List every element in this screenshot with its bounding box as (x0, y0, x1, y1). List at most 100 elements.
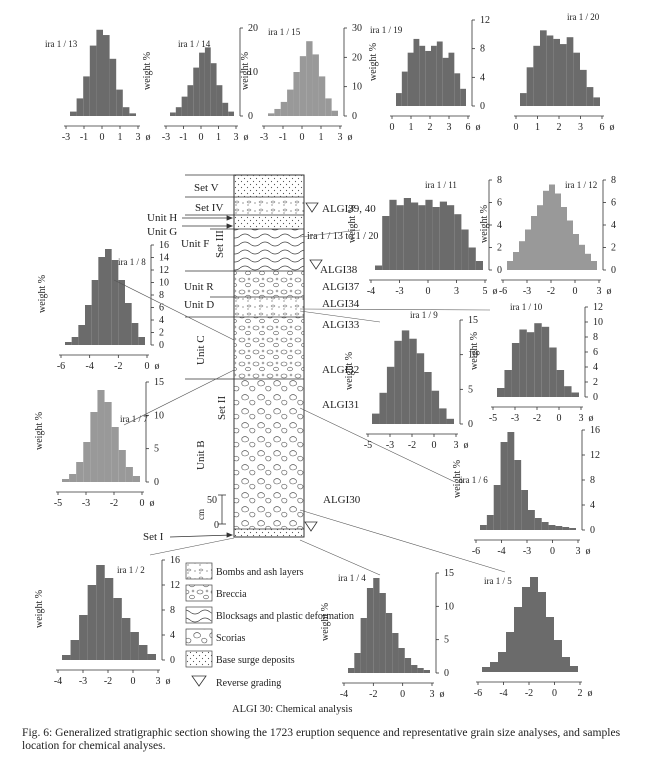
x-tick-label: 0 (131, 676, 136, 687)
x-tick-label: -3 (162, 132, 170, 143)
y-tick-label: 20 (352, 52, 362, 63)
y-tick-label: 15 (444, 568, 454, 579)
histogram-bar (70, 640, 80, 660)
legend-swatch-bombs (185, 562, 213, 580)
x-tick-label: -3 (82, 498, 90, 509)
x-tick-label: -6 (57, 361, 65, 372)
histogram-bar (504, 370, 512, 397)
x-tick-label: -2 (408, 440, 416, 451)
x-tick-label: ø (150, 498, 155, 509)
histogram-bar (401, 71, 408, 106)
x-tick-label: -2 (547, 286, 555, 297)
y-tick-label: 0 (480, 101, 485, 112)
legend-label-reverse-grading: Reverse grading (216, 678, 281, 689)
y-tick-label: 4 (159, 315, 164, 326)
x-tick-label: ø (588, 688, 593, 699)
y-tick-label: 8 (593, 332, 598, 343)
legend-swatch-blocksags (185, 606, 213, 624)
x-tick-label: -4 (499, 688, 507, 699)
histogram-bar (392, 633, 399, 673)
sample-algi39: ALGI39, 40 (322, 203, 376, 215)
x-tick-label: 2 (578, 688, 583, 699)
histogram-bar (540, 30, 547, 106)
histogram-bar (97, 390, 105, 482)
x-tick-label: -3 (523, 286, 531, 297)
histogram-h13: -3 -1 0 1 3 ø ira 1 / 13 (45, 29, 151, 143)
histogram-bar (104, 402, 112, 482)
histogram-bar (325, 98, 332, 116)
histogram-bar (525, 229, 531, 270)
histogram-bar (274, 108, 281, 116)
histogram-bar (389, 199, 397, 270)
y-tick-label: 15 (154, 377, 164, 388)
histogram-bar (228, 111, 234, 116)
sample-id-label: ira 1 / 15 (268, 27, 301, 37)
sample-algi32: ALGI32 (322, 364, 359, 376)
histogram-bar (447, 205, 455, 270)
x-tick-label: -3 (395, 286, 403, 297)
legend-swatch-breccia (185, 584, 213, 602)
histogram-bar (83, 76, 90, 116)
histogram-bar (497, 388, 505, 397)
histogram-bar (98, 257, 105, 345)
histogram-bar (331, 110, 338, 116)
y-tick-label: 4 (593, 362, 598, 373)
y-tick-label: 5 (468, 384, 473, 395)
x-tick-label: 0 (432, 440, 437, 451)
legend-label-breccia: Breccia (216, 589, 247, 600)
histogram-bar (204, 47, 211, 116)
histogram-bar (132, 476, 140, 482)
label-set-iii: Set III (214, 230, 226, 258)
x-tick-label: ø (348, 132, 353, 143)
histogram-bar (521, 490, 528, 530)
layer-unit-f (234, 229, 304, 271)
histogram-bar (96, 29, 103, 116)
x-tick-label: 0 (552, 688, 557, 699)
layer-unit-h-g (234, 215, 304, 229)
histogram-bar (348, 668, 355, 673)
x-tick-label: 3 (234, 132, 239, 143)
histogram-bar (121, 618, 131, 660)
histogram-bar (537, 205, 543, 270)
y-tick-label: 0 (159, 340, 164, 351)
label-unit-f: Unit F (181, 238, 209, 250)
histogram-bar (193, 67, 200, 116)
y-tick-label: 2 (593, 377, 598, 388)
y-axis-label: weight % (34, 590, 45, 628)
y-tick-label: 12 (480, 15, 490, 26)
y-tick-label: 4 (590, 500, 595, 511)
y-axis-label: weight % (452, 460, 463, 498)
histogram-bar (541, 522, 549, 530)
x-tick-label: ø (155, 361, 160, 372)
histogram-bar (416, 353, 425, 424)
y-axis-label: weight % (142, 52, 153, 90)
histogram-bar (439, 408, 447, 424)
y-axis-label: weight % (34, 412, 45, 450)
histogram-bar (571, 392, 579, 397)
histogram-bar (386, 366, 395, 424)
sample-id-label: ira 1 / 12 (565, 180, 597, 190)
histogram-bar (460, 88, 466, 106)
sample-id-label: ira 1 / 13 (45, 39, 78, 49)
histogram-h5: -6 -4 -2 0 2 ø ira 1 / 5 (474, 576, 593, 699)
histogram-bar (113, 598, 122, 660)
histogram-bar (287, 89, 294, 116)
histogram-bar (373, 578, 380, 673)
x-tick-label: ø (586, 546, 591, 557)
histogram-bar (318, 76, 326, 116)
histogram-bar (79, 615, 88, 660)
histogram-bar (546, 617, 554, 672)
x-tick-label: 3 (136, 132, 141, 143)
histogram-bar (138, 337, 145, 345)
histogram-bar (382, 216, 390, 270)
legend-label-base-surge: Base surge deposits (216, 655, 295, 666)
label-unit-d: Unit D (184, 299, 214, 311)
x-tick-label: -2 (104, 676, 112, 687)
y-tick-label: 0 (170, 655, 175, 666)
y-tick-label: 16 (159, 240, 169, 251)
x-tick-label: -1 (80, 132, 88, 143)
histogram-bar (506, 632, 514, 672)
histogram-bar (520, 93, 527, 106)
